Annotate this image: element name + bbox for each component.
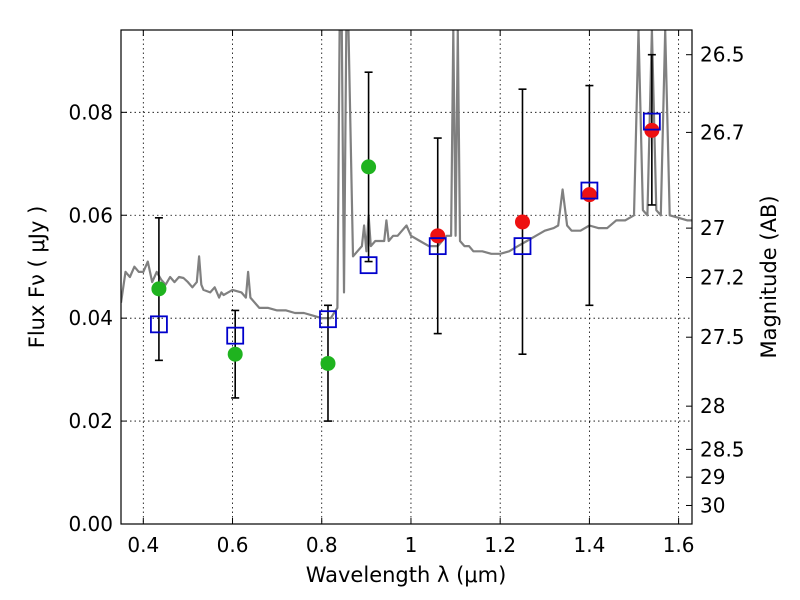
x-tick-label: 0.8	[306, 533, 338, 557]
mag-tick-label: 26.7	[700, 120, 745, 144]
model-photometry-square	[319, 310, 337, 329]
mag-tick-label: 27.5	[700, 325, 745, 349]
y-tick-label: 0.06	[68, 203, 113, 227]
optical-detection-point	[320, 355, 336, 371]
optical-detection-point	[227, 346, 243, 362]
mag-tick-label: 27	[700, 216, 725, 240]
y-tick-label: 0.02	[68, 409, 113, 433]
optical-detection-point	[361, 159, 377, 175]
x-axis-label: Wavelength λ (μm)	[306, 563, 507, 587]
mag-tick-label: 28	[700, 394, 725, 418]
mag-tick-label: 29	[700, 465, 725, 489]
plot-area	[121, 30, 692, 422]
x-tick-label: 1	[405, 533, 418, 557]
spectrum-layer	[121, 30, 692, 320]
plot-frame	[120, 29, 693, 525]
model-photometry-square	[226, 326, 245, 345]
y-tick-label: 0.04	[68, 306, 113, 330]
near-ir-detection-point	[514, 214, 530, 230]
green-points-layer	[151, 159, 377, 371]
x-tick-label: 0.4	[127, 533, 159, 557]
y-ticks: 0.00 0.02 0.04 0.06 0.08	[68, 100, 127, 536]
x-tick-label: 1.2	[484, 533, 516, 557]
mag-tick-label: 27.2	[700, 266, 745, 290]
near-ir-detection-point	[581, 187, 597, 203]
y-tick-label: 0.00	[68, 512, 113, 536]
x-tick-label: 1.6	[663, 533, 695, 557]
model-points-layer	[150, 112, 661, 345]
model-photometry-square	[150, 315, 168, 334]
x-tick-label: 1.4	[573, 533, 605, 557]
model-photometry-square	[580, 181, 599, 200]
model-photometry-square	[428, 237, 447, 256]
y-tick-label: 0.08	[68, 100, 113, 124]
y2-ticks: 26.5 26.7 27 27.2 27.5 28 28.5 29 30	[686, 43, 745, 517]
model-photometry-square	[513, 237, 532, 256]
model-spectrum-line	[121, 30, 692, 320]
near-ir-detection-point	[430, 228, 446, 244]
mag-tick-label: 26.5	[700, 43, 745, 67]
model-photometry-square	[359, 256, 378, 275]
model-photometry-square	[642, 112, 661, 131]
mag-tick-label: 30	[700, 493, 725, 517]
x-tick-label: 0.6	[217, 533, 249, 557]
x-ticks: 0.4 0.6 0.8 1 1.2 1.4 1.6	[127, 30, 695, 557]
y-axis-label: Flux Fν ( μJy )	[25, 206, 49, 349]
mag-tick-label: 28.5	[700, 437, 745, 461]
optical-detection-point	[151, 281, 167, 297]
y2-axis-label: Magnitude (AB)	[757, 195, 781, 358]
